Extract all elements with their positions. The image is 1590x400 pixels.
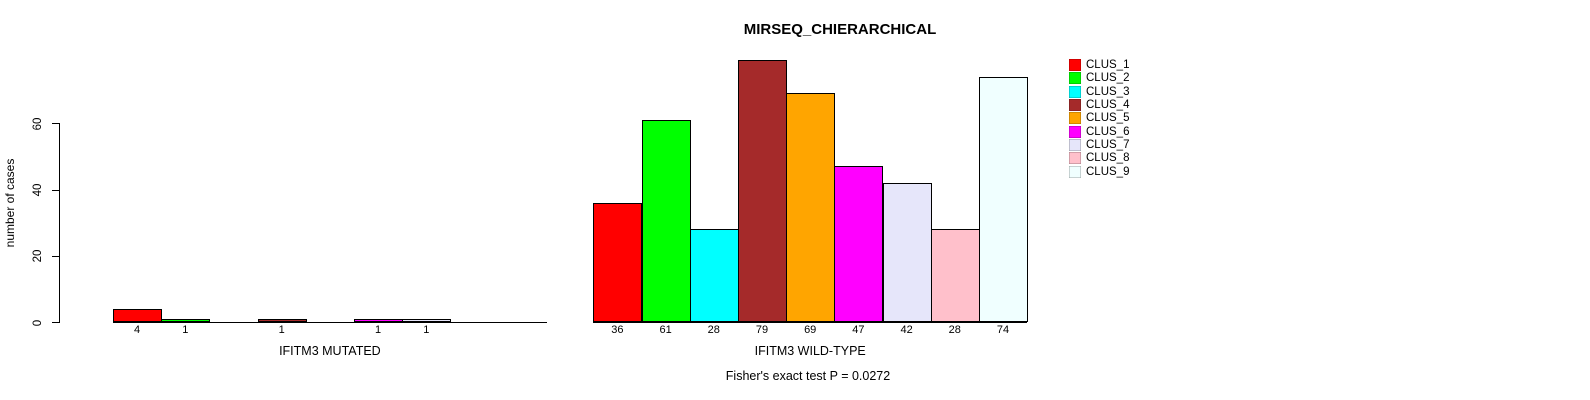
fisher-test-annotation: Fisher's exact test P = 0.0272 bbox=[725, 369, 891, 383]
y-axis-tick-label: 60 bbox=[32, 117, 44, 131]
bar-clus_2 bbox=[161, 318, 211, 323]
bar-value-label: 1 bbox=[278, 324, 285, 336]
legend-item: CLUS_1 bbox=[1069, 59, 1129, 72]
bar-clus_5 bbox=[786, 93, 836, 323]
bar-clus_1 bbox=[113, 308, 163, 323]
bar-clus_4 bbox=[257, 318, 307, 323]
legend-swatch-clus_5 bbox=[1069, 112, 1081, 125]
legend-item: CLUS_9 bbox=[1069, 165, 1129, 178]
legend-item: CLUS_6 bbox=[1069, 125, 1129, 138]
legend-item: CLUS_7 bbox=[1069, 139, 1129, 152]
bar-clus_4 bbox=[737, 60, 788, 323]
bar-clus_7 bbox=[882, 182, 932, 323]
bar-clus_3 bbox=[689, 229, 739, 323]
y-axis-tick-label: 0 bbox=[32, 319, 44, 326]
bar-value-label: 42 bbox=[900, 324, 913, 336]
bar-value-label: 1 bbox=[423, 324, 430, 336]
legend-label: CLUS_3 bbox=[1086, 85, 1130, 98]
legend-label: CLUS_9 bbox=[1086, 165, 1130, 178]
y-axis-tick bbox=[52, 189, 60, 191]
legend-swatch-clus_7 bbox=[1069, 139, 1081, 152]
x-axis-baseline bbox=[113, 321, 547, 323]
bar-value-label: 69 bbox=[804, 324, 817, 336]
bar-value-label: 61 bbox=[659, 324, 672, 336]
y-axis-tick bbox=[52, 322, 60, 324]
legend-swatch-clus_9 bbox=[1069, 165, 1081, 178]
bar-value-label: 47 bbox=[852, 324, 865, 336]
legend-swatch-clus_2 bbox=[1069, 72, 1081, 85]
legend-swatch-clus_6 bbox=[1069, 125, 1081, 138]
bar-value-label: 1 bbox=[375, 324, 382, 336]
bar-value-label: 28 bbox=[948, 324, 961, 336]
legend-swatch-clus_3 bbox=[1069, 85, 1081, 98]
legend-item: CLUS_3 bbox=[1069, 85, 1129, 98]
legend-label: CLUS_2 bbox=[1086, 72, 1130, 85]
bar-value-label: 79 bbox=[755, 324, 769, 336]
legend-item: CLUS_5 bbox=[1069, 112, 1129, 125]
legend-swatch-clus_1 bbox=[1069, 59, 1081, 71]
legend-label: CLUS_4 bbox=[1086, 99, 1130, 112]
bar-clus_6 bbox=[354, 318, 404, 323]
legend-swatch-clus_8 bbox=[1069, 152, 1081, 165]
bar-clus_8 bbox=[930, 229, 980, 323]
bar-value-label: 36 bbox=[611, 324, 624, 336]
legend-label: CLUS_6 bbox=[1086, 125, 1130, 138]
legend-label: CLUS_1 bbox=[1086, 59, 1130, 71]
legend-item: CLUS_4 bbox=[1069, 99, 1129, 112]
bar-value-label: 4 bbox=[134, 324, 141, 336]
bar-clus_6 bbox=[834, 166, 884, 323]
legend-item: CLUS_8 bbox=[1069, 152, 1129, 165]
y-axis-line bbox=[59, 123, 61, 323]
bar-clus_2 bbox=[641, 119, 691, 323]
bar-clus_1 bbox=[593, 202, 643, 323]
y-axis-tick bbox=[52, 255, 60, 257]
legend-swatch-clus_4 bbox=[1069, 99, 1081, 112]
x-axis-group-label: IFITM3 MUTATED bbox=[279, 344, 381, 358]
legend-label: CLUS_5 bbox=[1086, 112, 1130, 125]
bar-value-label: 28 bbox=[707, 324, 720, 336]
bar-clus_9 bbox=[978, 76, 1029, 323]
bar-value-label: 74 bbox=[996, 324, 1010, 336]
y-axis-tick-label: 40 bbox=[32, 183, 44, 197]
y-axis-tick bbox=[52, 123, 60, 125]
bar-value-label: 1 bbox=[182, 324, 189, 336]
y-axis-label: number of cases bbox=[3, 158, 17, 248]
legend-item: CLUS_2 bbox=[1069, 72, 1129, 85]
x-axis-group-label: IFITM3 WILD-TYPE bbox=[754, 344, 866, 358]
legend-label: CLUS_7 bbox=[1086, 139, 1130, 152]
legend-label: CLUS_8 bbox=[1086, 152, 1130, 165]
y-axis-tick-label: 20 bbox=[32, 249, 44, 263]
bar-clus_7 bbox=[402, 318, 452, 323]
chart-title: MIRSEQ_CHIERARCHICAL bbox=[743, 21, 937, 38]
